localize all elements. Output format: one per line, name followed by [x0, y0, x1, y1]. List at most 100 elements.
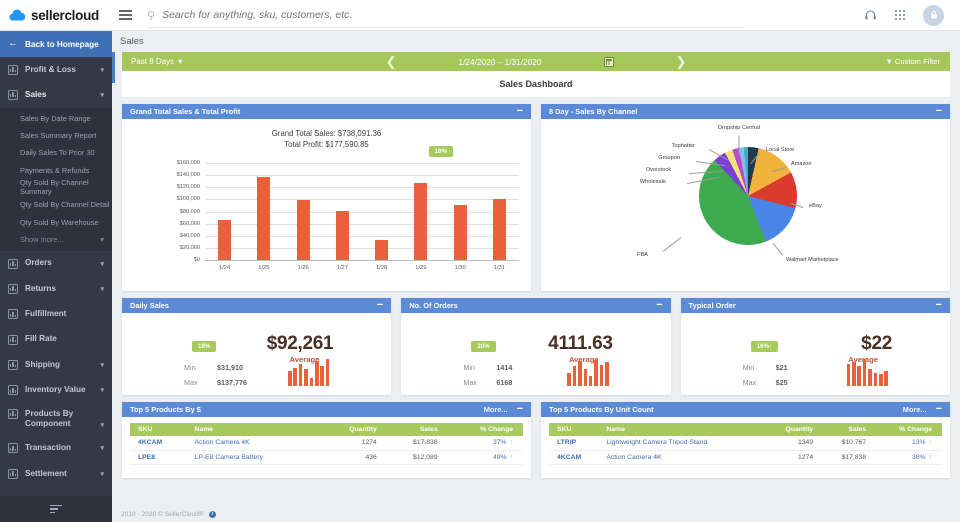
table-header-row: SKU Name Quantity Sales % Change: [130, 423, 523, 436]
chevron-down-icon: ▾: [100, 260, 104, 268]
avatar[interactable]: [923, 4, 944, 26]
bar[interactable]: [453, 205, 467, 260]
bars-container: 1/24 1/25 1/26 1/27 1/28 1/29 1/30 1/31: [205, 164, 519, 271]
submenu-item-sales-by-date-range[interactable]: Sales By Date Range: [0, 110, 112, 127]
sparkline-bar: [304, 368, 308, 386]
submenu-show-more[interactable]: Show more... ▾: [0, 231, 112, 248]
tables-row: Top 5 Products By $ More... − SKU Name Q…: [122, 402, 950, 478]
apps-grid-icon[interactable]: [894, 9, 906, 21]
submenu-item-sales-summary-report[interactable]: Sales Summary Report: [0, 127, 112, 144]
submenu-label: Payments & Refunds: [20, 165, 90, 175]
collapse-icon[interactable]: −: [935, 403, 942, 415]
custom-filter-button[interactable]: ▼ Custom Filter: [885, 57, 950, 66]
bar[interactable]: [218, 219, 232, 260]
max-label: Max: [184, 378, 198, 387]
bar-chart: Grand Total Sales: $738,091.36 Total Pro…: [122, 119, 531, 291]
menu-toggle-icon[interactable]: [112, 10, 138, 20]
collapse-icon[interactable]: −: [656, 299, 663, 311]
sparkline-bar: [873, 372, 878, 386]
cell-quantity: 1274: [320, 436, 387, 451]
gridline: $120,000: [177, 184, 519, 190]
sidebar-item-orders[interactable]: Orders ▾: [0, 251, 112, 276]
submenu-item-qty-sold-by-channel-summary[interactable]: Qty Sold By Channel Summary: [0, 178, 112, 196]
sidebar-item-products-by-component[interactable]: Products By Component ▾: [0, 403, 112, 436]
more-link[interactable]: More...: [483, 405, 508, 414]
info-icon[interactable]: i: [208, 510, 216, 518]
bar[interactable]: [335, 211, 349, 260]
max-label: Max: [463, 378, 477, 387]
brand-name: sellercloud: [31, 7, 99, 23]
headset-icon[interactable]: [864, 9, 877, 22]
sparkline-bar: [884, 370, 888, 386]
bar[interactable]: [414, 182, 428, 260]
bar[interactable]: [257, 177, 271, 260]
sparkline-bar: [567, 373, 571, 386]
pie-slices: [699, 147, 797, 245]
cell-name[interactable]: LP-E8 Camera Battery: [186, 450, 321, 465]
total-profit-text: Total Profit: $177,590.85: [284, 140, 369, 150]
table-row[interactable]: 4KCAM Action Camera 4K 1274 $17,838 37% ↑: [130, 436, 523, 451]
sidebar-item-inventory-value[interactable]: Inventory Value ▾: [0, 377, 112, 402]
table-row[interactable]: 4KCAM Action Camera 4K 1274 $17,838 38% ↑: [549, 450, 942, 465]
cell-sku[interactable]: 4KCAM: [549, 450, 599, 465]
submenu-item-qty-sold-by-channel-detail[interactable]: Qty Sold By Channel Detail: [0, 196, 112, 213]
gridline: $40,000: [180, 233, 519, 239]
sparkline-bar: [605, 361, 609, 386]
cell-sales: $17,838: [386, 436, 448, 451]
collapse-icon[interactable]: −: [376, 299, 384, 311]
sparkline-bar: [862, 359, 867, 386]
cell-name[interactable]: Lightweight Camera Tripod Stand: [598, 436, 766, 451]
collapse-icon[interactable]: −: [516, 403, 523, 415]
percent-badge: 16%↑: [750, 341, 779, 352]
prev-period-button[interactable]: ❮: [385, 54, 397, 69]
panel-no-of-orders: No. Of Orders − 20% 4111.63 Average Min 1…: [401, 298, 671, 395]
search-bar[interactable]: ⚲: [138, 0, 864, 31]
sidebar-item-shipping[interactable]: Shipping ▾: [0, 352, 112, 377]
more-link[interactable]: More...: [902, 405, 927, 414]
next-period-button[interactable]: ❯: [675, 54, 687, 69]
cell-sku[interactable]: LPE8: [130, 450, 187, 465]
pie-slice-label: Wholesale: [639, 179, 666, 185]
search-input[interactable]: [162, 9, 822, 21]
brand-logo[interactable]: sellercloud: [0, 0, 112, 31]
sidebar-collapse-button[interactable]: [0, 496, 112, 522]
back-home-label: Back to Homepage: [25, 39, 99, 49]
panel-sales-by-channel: 8 Day - Sales By Channel − Amazon eBay Wal…: [541, 104, 950, 291]
table-row[interactable]: LTRIP Lightweight Camera Tripod Stand 1349…: [549, 436, 942, 451]
top-units-table: SKU Name Quantity Sales % Change LTRIP Li…: [549, 423, 942, 465]
sidebar-item-label: Fulfillment: [25, 309, 67, 319]
cell-sku[interactable]: LTRIP: [549, 436, 599, 451]
table-row[interactable]: LPE8 LP-E8 Camera Battery 436 $12,089 49% ↑: [130, 450, 523, 465]
sparkline-bar: [594, 360, 598, 386]
sparkline-bar: [852, 362, 856, 386]
sidebar-item-sales[interactable]: Sales ▾: [0, 82, 112, 107]
bar[interactable]: [375, 240, 389, 260]
submenu-item-daily-sales-to-prior-30[interactable]: Daily Sales To Prior 30: [0, 144, 112, 161]
submenu-item-qty-sold-by-warehouse[interactable]: Qty Sold By Warehouse: [0, 213, 112, 230]
range-preset-dropdown[interactable]: Past 8 Days ▾: [122, 57, 182, 66]
col-name: Name: [598, 423, 766, 436]
panel-title: Grand Total Sales & Total Profit: [130, 107, 241, 116]
cell-name[interactable]: Action Camera 4K: [598, 450, 766, 465]
sidebar-item-fill-rate[interactable]: Fill Rate: [0, 327, 112, 352]
sidebar-item-settlement[interactable]: Settlement ▾: [0, 461, 112, 486]
cell-sales: $17,838: [823, 450, 877, 465]
collapse-icon[interactable]: −: [935, 105, 942, 117]
sparkline-bar: [846, 364, 851, 386]
bar[interactable]: [296, 199, 310, 260]
cell-sku[interactable]: 4KCAM: [130, 436, 187, 451]
collapse-icon[interactable]: −: [516, 105, 523, 117]
y-axis-tick-label: $60,000: [179, 220, 200, 227]
sidebar-item-profit-loss[interactable]: Profit & Loss ▾: [0, 57, 112, 82]
calendar-icon[interactable]: [603, 56, 614, 67]
sidebar-back-to-homepage[interactable]: ← Back to Homepage: [0, 31, 112, 57]
cell-name[interactable]: Action Camera 4K: [186, 436, 321, 451]
copyright-text: 2010 - 2020 © SellerCloud®: [121, 510, 204, 518]
sidebar-item-fulfillment[interactable]: Fulfillment: [0, 302, 112, 327]
sidebar-item-returns[interactable]: Returns ▾: [0, 276, 112, 301]
bar[interactable]: [492, 198, 506, 260]
submenu-item-payments-refunds[interactable]: Payments & Refunds: [0, 161, 112, 178]
collapse-icon[interactable]: −: [935, 299, 942, 311]
sidebar-item-transaction[interactable]: Transaction ▾: [0, 436, 112, 461]
top-bar-icons: [864, 4, 960, 26]
